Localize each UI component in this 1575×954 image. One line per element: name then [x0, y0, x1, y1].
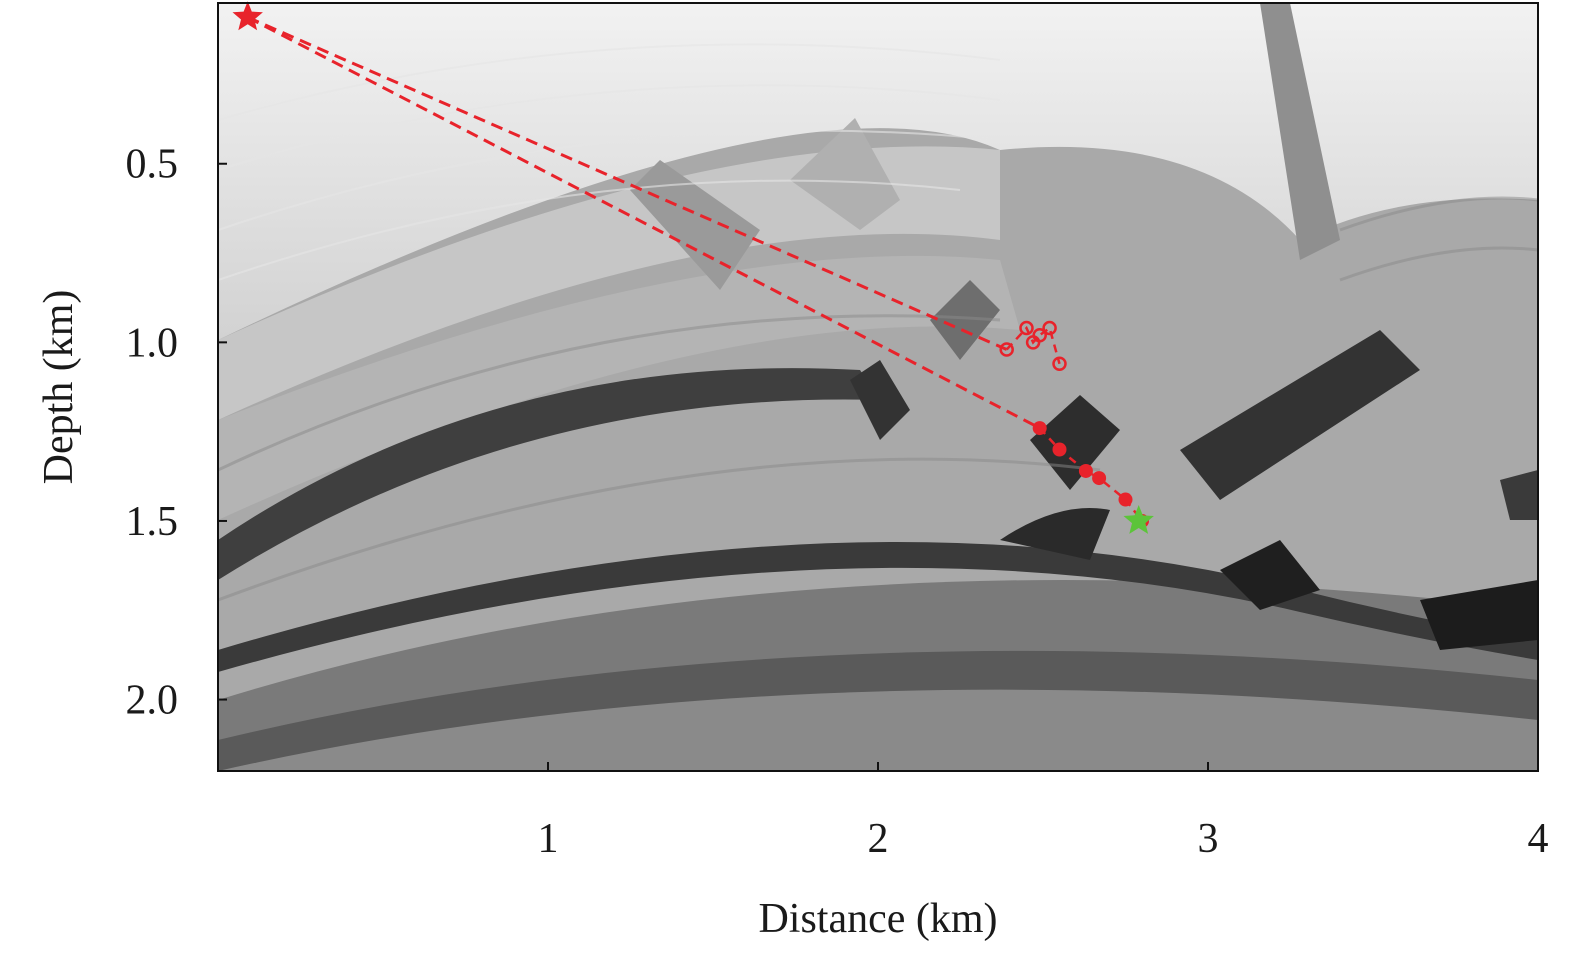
y-tick-label: 2.0	[126, 678, 179, 724]
x-tick-label: 3	[1198, 816, 1219, 862]
y-axis-ticks: 0.5 1.0 1.5 2.0	[126, 142, 227, 724]
open-point	[1042, 320, 1057, 336]
y-tick-label: 1.0	[126, 320, 179, 366]
true-location-star-marker	[1123, 505, 1154, 534]
y-axis-label: Depth (km)	[36, 290, 82, 485]
y-tick-label: 1.5	[126, 499, 179, 545]
open-point	[1032, 327, 1047, 343]
ray-paths	[247, 15, 1041, 430]
ray-path-1	[247, 15, 1041, 430]
x-axis-label: Distance (km)	[758, 896, 997, 942]
filled-point	[1032, 421, 1047, 436]
ray-path-2	[247, 15, 1008, 351]
x-tick-label: 4	[1528, 816, 1549, 862]
filled-point	[1078, 463, 1093, 478]
open-point	[1052, 356, 1067, 372]
filled-point	[1052, 442, 1067, 457]
open-point	[999, 342, 1014, 357]
x-axis-ticks: 1 2 3 4	[538, 762, 1549, 862]
open-point	[1019, 320, 1034, 336]
source-star-marker	[232, 1, 263, 31]
data-points	[232, 1, 1154, 534]
x-tick-label: 2	[868, 816, 889, 862]
velocity-model-image	[218, 3, 1538, 771]
filled-point	[1092, 471, 1107, 486]
y-tick-label: 0.5	[126, 142, 179, 188]
filled-point	[1118, 492, 1133, 507]
x-tick-label: 1	[538, 816, 559, 862]
